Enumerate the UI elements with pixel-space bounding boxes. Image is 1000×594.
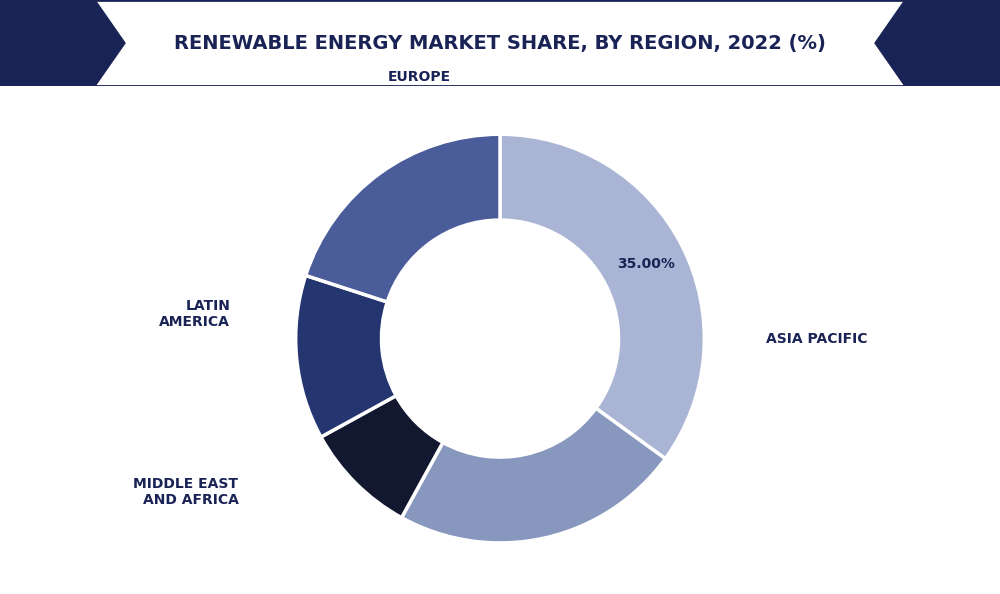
Polygon shape <box>875 0 1000 86</box>
Wedge shape <box>306 134 500 302</box>
Wedge shape <box>500 134 704 459</box>
Text: LATIN
AMERICA: LATIN AMERICA <box>159 299 230 329</box>
Text: MIDDLE EAST
AND AFRICA: MIDDLE EAST AND AFRICA <box>133 477 238 507</box>
Polygon shape <box>0 0 125 86</box>
Wedge shape <box>402 408 665 543</box>
Text: 35.00%: 35.00% <box>617 257 675 271</box>
Wedge shape <box>296 276 396 437</box>
Wedge shape <box>321 396 443 517</box>
Text: ASIA PACIFIC: ASIA PACIFIC <box>766 331 867 346</box>
Text: EUROPE: EUROPE <box>388 70 451 84</box>
Text: RENEWABLE ENERGY MARKET SHARE, BY REGION, 2022 (%): RENEWABLE ENERGY MARKET SHARE, BY REGION… <box>174 34 826 52</box>
